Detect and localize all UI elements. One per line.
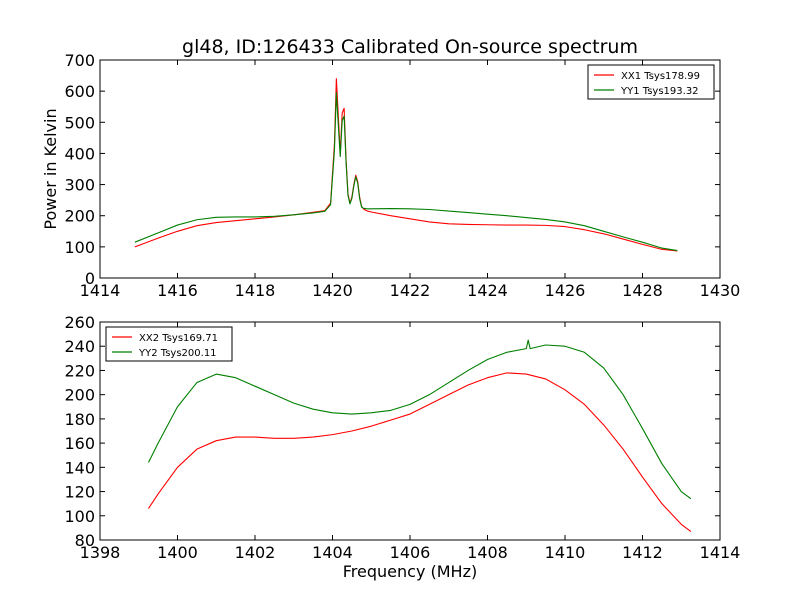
- series-line-xx: [147, 372, 692, 532]
- y-tick-label: 100: [64, 507, 95, 526]
- y-tick-label: 140: [64, 458, 95, 477]
- x-tick-label: 1398: [80, 543, 121, 562]
- y-tick-label: 180: [64, 410, 95, 429]
- y-tick-label: 400: [64, 144, 95, 163]
- bottom-plot-x-axis-label: Frequency (MHz): [343, 562, 477, 581]
- x-tick-label: 1414: [700, 543, 741, 562]
- x-tick-label: 1402: [235, 543, 276, 562]
- y-tick-label: 200: [64, 386, 95, 405]
- bottom-plot-ticks: 1398 1400 1402 1404 1406 1408 1410 1412 1414 80 10…: [64, 313, 740, 562]
- bottom-plot-series: [147, 339, 692, 532]
- top-plot-y-axis-label: Power in Kelvin: [41, 108, 60, 229]
- top-plot-series: [134, 78, 678, 252]
- y-tick-label: 100: [64, 238, 95, 257]
- y-tick-label: 600: [64, 82, 95, 101]
- y-tick-label: 220: [64, 361, 95, 380]
- y-tick-label: 240: [64, 337, 95, 356]
- top-plot: 1414 1416 1418 1420 1422 1424 1426 1428 1430 0 100…: [41, 51, 740, 300]
- x-tick-label: 1412: [622, 543, 663, 562]
- bottom-plot-legend: XX2 Tsys169.71 YY2 Tsys200.11: [105, 326, 233, 362]
- x-tick-label: 1424: [467, 281, 508, 300]
- y-tick-label: 700: [64, 51, 95, 70]
- x-tick-label: 1408: [467, 543, 508, 562]
- x-tick-label: 1404: [312, 543, 353, 562]
- x-tick-label: 1430: [700, 281, 741, 300]
- x-tick-label: 1410: [545, 543, 586, 562]
- x-tick-label: 1400: [157, 543, 198, 562]
- legend-entry-label: XX1 Tsys178.99: [621, 71, 700, 82]
- bottom-plot: 1398 1400 1402 1404 1406 1408 1410 1412 1414 80 10…: [64, 313, 740, 581]
- y-tick-label: 200: [64, 207, 95, 226]
- top-plot-ticks: 1414 1416 1418 1420 1422 1424 1426 1428 1430 0 100…: [64, 51, 740, 300]
- legend-entry-label: XX2 Tsys169.71: [139, 333, 218, 344]
- x-tick-label: 1420: [312, 281, 353, 300]
- y-tick-label: 260: [64, 313, 95, 332]
- legend-box: [105, 326, 233, 362]
- y-tick-label: 0: [85, 269, 95, 288]
- legend-box: [587, 64, 715, 100]
- y-tick-label: 300: [64, 176, 95, 195]
- y-tick-label: 500: [64, 113, 95, 132]
- x-tick-label: 1416: [157, 281, 198, 300]
- x-tick-label: 1414: [80, 281, 121, 300]
- series-line-xx: [134, 78, 678, 252]
- y-tick-label: 120: [64, 483, 95, 502]
- top-plot-legend: XX1 Tsys178.99 YY1 Tsys193.32: [587, 64, 715, 100]
- legend-entry-label: YY1 Tsys193.32: [620, 86, 699, 97]
- y-tick-label: 160: [64, 434, 95, 453]
- x-tick-label: 1406: [390, 543, 431, 562]
- series-line-yy: [134, 92, 678, 252]
- figure-title: gl48, ID:126433 Calibrated On-source spe…: [182, 36, 638, 58]
- x-tick-label: 1418: [235, 281, 276, 300]
- x-tick-label: 1426: [545, 281, 586, 300]
- series-line-yy: [147, 339, 692, 500]
- legend-entry-label: YY2 Tsys200.11: [138, 348, 217, 359]
- x-tick-label: 1422: [390, 281, 431, 300]
- y-tick-label: 80: [75, 531, 95, 550]
- x-tick-label: 1428: [622, 281, 663, 300]
